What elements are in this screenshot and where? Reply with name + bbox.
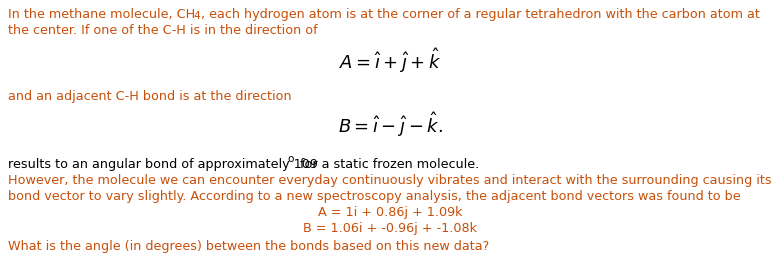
Text: , each hydrogen atom is at the corner of a regular tetrahedron with the carbon a: , each hydrogen atom is at the corner of… [201,8,760,21]
Text: B = 1.06i + -0.96j + -1.08k: B = 1.06i + -0.96j + -1.08k [303,222,477,235]
Text: A = 1i + 0.86j + 1.09k: A = 1i + 0.86j + 1.09k [318,206,462,219]
Text: However, the molecule we can encounter everyday continuously vibrates and intera: However, the molecule we can encounter e… [8,174,772,187]
Text: What is the angle (in degrees) between the bonds based on this new data?: What is the angle (in degrees) between t… [8,240,489,253]
Text: results to an angular bond of approximately 109: results to an angular bond of approximat… [8,158,318,171]
Text: and an adjacent C-H bond is at the direction: and an adjacent C-H bond is at the direc… [8,90,291,103]
Text: for a static frozen molecule.: for a static frozen molecule. [296,158,480,171]
Text: the center. If one of the C-H is in the direction of: the center. If one of the C-H is in the … [8,24,318,37]
Text: o: o [287,154,294,164]
Text: $\boldsymbol{\mathit{B}}=\hat{\imath}-\hat{\jmath}-\hat{k}.$: $\boldsymbol{\mathit{B}}=\hat{\imath}-\h… [337,110,442,139]
Text: $\boldsymbol{\mathit{A}}=\hat{\imath}+\hat{\jmath}+\hat{k}$: $\boldsymbol{\mathit{A}}=\hat{\imath}+\h… [339,46,441,75]
Text: In the methane molecule, CH: In the methane molecule, CH [8,8,195,21]
Text: bond vector to vary slightly. According to a new spectroscopy analysis, the adja: bond vector to vary slightly. According … [8,190,740,203]
Text: 4: 4 [193,11,200,21]
